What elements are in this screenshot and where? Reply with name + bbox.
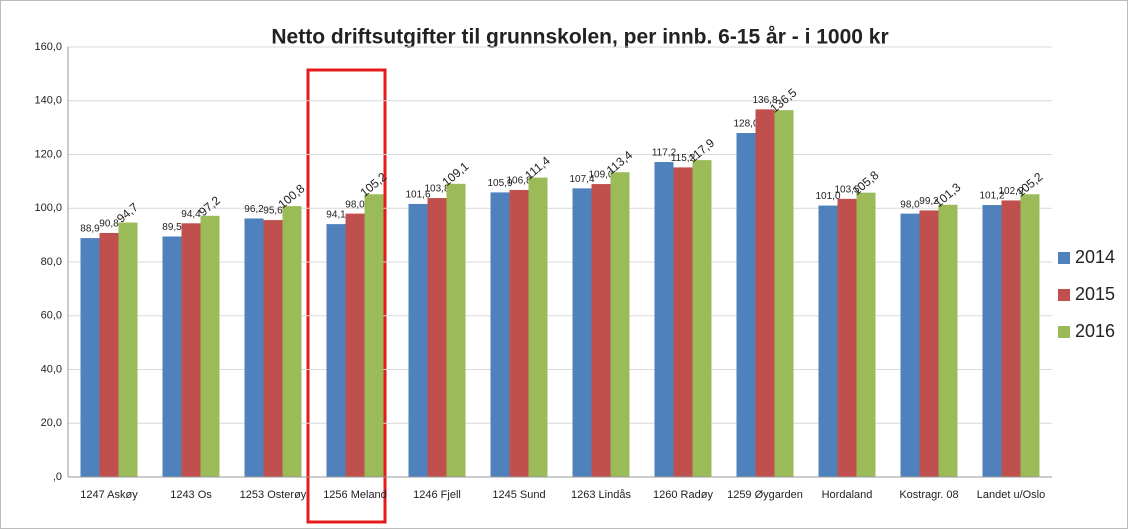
value-label: 101,2: [979, 191, 1004, 202]
legend-label: 2014: [1075, 247, 1115, 267]
value-label: 101,0: [815, 191, 840, 202]
bar: [345, 213, 365, 477]
bar: [982, 205, 1002, 477]
bar: [364, 194, 384, 477]
value-label: 95,6: [263, 206, 283, 217]
bar: [837, 198, 857, 477]
value-label: 107,4: [569, 174, 594, 185]
value-label: 94,1: [326, 210, 346, 221]
bar: [408, 203, 428, 477]
value-label: 98,0: [900, 199, 920, 210]
value-label: 96,2: [244, 204, 264, 215]
chart-title: Netto driftsutgifter til grunnskolen, pe…: [271, 26, 888, 49]
bar: [490, 192, 510, 478]
bar: [244, 218, 264, 477]
y-tick-label: 160,0: [34, 41, 62, 53]
value-label: 102,9: [998, 186, 1023, 197]
bar: [509, 189, 529, 477]
x-tick-label: Landet u/Oslo: [977, 489, 1046, 501]
y-tick-label: ,0: [53, 471, 62, 483]
bar: [200, 215, 220, 477]
x-tick-label: 1253 Osterøy: [240, 489, 307, 501]
x-tick-label: 1245 Sund: [492, 489, 545, 501]
x-tick-label: Kostragr. 08: [899, 489, 958, 501]
legend-swatch: [1058, 326, 1070, 338]
value-label: 105,9: [487, 178, 512, 189]
x-tick-label: 1243 Os: [170, 489, 212, 501]
value-label: 128,0: [733, 119, 758, 130]
bar: [263, 220, 283, 477]
bar: [673, 167, 693, 477]
x-tick-label: 1263 Lindås: [571, 489, 631, 501]
value-label: 94,4: [181, 209, 201, 220]
y-tick-label: 140,0: [34, 95, 62, 107]
y-tick-label: 40,0: [41, 363, 62, 375]
bar: [774, 110, 794, 477]
bar: [282, 206, 302, 477]
legend-swatch: [1058, 289, 1070, 301]
value-label: 90,8: [99, 219, 119, 230]
bar: [919, 210, 939, 477]
bar: [326, 224, 346, 477]
value-label: 106,8: [506, 176, 531, 187]
x-tick-label: 1246 Fjell: [413, 489, 461, 501]
bar: [162, 236, 182, 477]
x-tick-label: Hordaland: [822, 489, 873, 501]
value-label: 103,8: [424, 184, 449, 195]
legend-label: 2015: [1075, 284, 1115, 304]
x-tick-label: 1256 Meland: [323, 489, 387, 501]
bar: [99, 232, 119, 477]
bar: [1020, 194, 1040, 477]
value-label: 115,2: [671, 153, 696, 164]
value-label: 117,2: [652, 148, 677, 159]
x-tick-label: 1260 Radøy: [653, 489, 713, 501]
bar: [856, 192, 876, 477]
x-tick-label: 1247 Askøy: [80, 489, 138, 501]
legend-label: 2016: [1075, 321, 1115, 341]
y-tick-label: 80,0: [41, 256, 62, 268]
value-label: 98,0: [345, 199, 365, 210]
value-label: 99,2: [919, 196, 939, 207]
y-tick-label: 60,0: [41, 310, 62, 322]
bar: [900, 213, 920, 477]
y-tick-label: 20,0: [41, 417, 62, 429]
bar: [938, 204, 958, 477]
bar: [818, 205, 838, 477]
bar: [591, 184, 611, 477]
bar: [736, 133, 756, 477]
bar: [427, 198, 447, 477]
value-label: 88,9: [80, 224, 100, 235]
bar: [446, 183, 466, 477]
value-label: 136,8: [752, 95, 777, 106]
bar: [118, 222, 138, 477]
x-tick-label: 1259 Øygarden: [727, 489, 803, 501]
bar: [654, 162, 674, 477]
bar: [572, 188, 592, 478]
value-label: 89,5: [162, 222, 182, 233]
value-label: 109,0: [588, 170, 613, 181]
value-label: 101,6: [405, 190, 430, 201]
bar: [181, 223, 201, 477]
bar: [80, 238, 100, 477]
y-tick-label: 120,0: [34, 148, 62, 160]
bar: [1001, 200, 1021, 478]
y-tick-label: 100,0: [34, 202, 62, 214]
highlight-box: [306, 68, 387, 524]
bar: [692, 160, 712, 478]
value-label: 103,5: [834, 184, 859, 195]
bar: [755, 109, 775, 477]
legend-swatch: [1058, 252, 1070, 264]
bar: [610, 172, 630, 478]
bar: [528, 177, 548, 478]
